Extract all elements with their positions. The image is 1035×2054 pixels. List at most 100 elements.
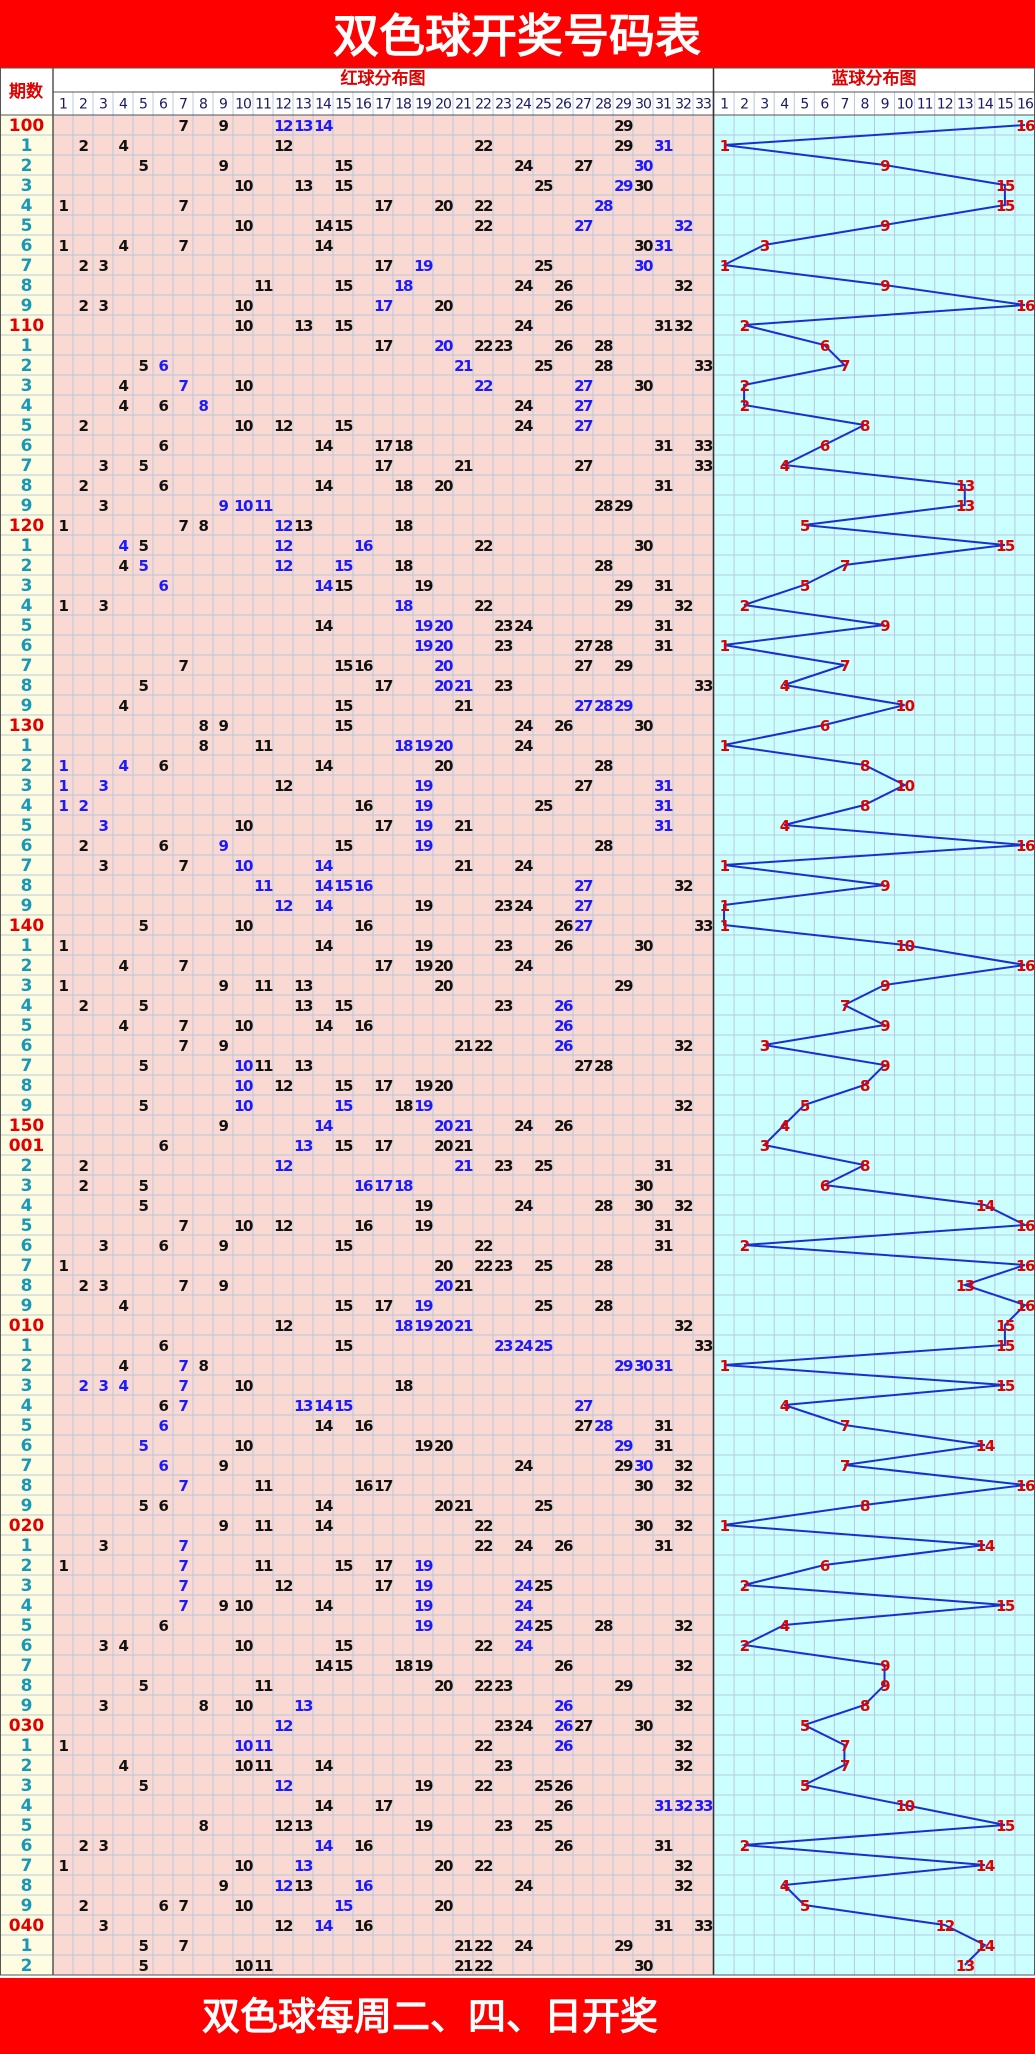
blue-number: 15 xyxy=(996,1377,1015,1395)
red-number: 32 xyxy=(674,1657,693,1675)
red-number: 6 xyxy=(159,837,169,855)
red-number: 24 xyxy=(514,277,533,295)
red-number: 7 xyxy=(179,1937,189,1955)
blue-number: 6 xyxy=(820,717,830,735)
blue-number: 16 xyxy=(1016,1297,1035,1315)
repeat-number: 19 xyxy=(414,1097,433,1115)
red-number: 22 xyxy=(474,1857,493,1875)
repeat-number: 27 xyxy=(574,417,593,435)
blue-number: 5 xyxy=(800,1777,810,1795)
repeat-number: 31 xyxy=(654,817,673,835)
period-label: 3 xyxy=(21,1176,33,1196)
repeat-number: 11 xyxy=(254,1737,273,1755)
red-number: 9 xyxy=(219,1517,229,1535)
red-number: 10 xyxy=(234,1017,253,1035)
blue-column-label: 8 xyxy=(861,97,869,113)
red-number: 14 xyxy=(314,437,333,455)
red-number: 29 xyxy=(614,1937,633,1955)
blue-number: 1 xyxy=(720,857,730,875)
period-label: 4 xyxy=(21,1796,33,1816)
repeat-number: 20 xyxy=(434,1117,453,1135)
red-number: 19 xyxy=(414,937,433,955)
red-number: 9 xyxy=(219,117,229,135)
red-column-label: 20 xyxy=(435,97,451,113)
red-number: 25 xyxy=(534,357,553,375)
period-label: 2 xyxy=(21,956,33,976)
period-label: 9 xyxy=(21,1496,33,1516)
blue-number: 7 xyxy=(840,1757,850,1775)
red-number: 15 xyxy=(334,317,353,335)
red-number: 8 xyxy=(199,1817,209,1835)
red-number: 32 xyxy=(674,277,693,295)
red-number: 26 xyxy=(554,917,573,935)
red-number: 22 xyxy=(474,1737,493,1755)
repeat-number: 13 xyxy=(294,1397,313,1415)
red-number: 10 xyxy=(234,1697,253,1715)
period-label: 9 xyxy=(21,1696,33,1716)
red-number: 10 xyxy=(234,917,253,935)
period-label: 7 xyxy=(21,1456,33,1476)
blue-number: 5 xyxy=(800,1897,810,1915)
red-number: 23 xyxy=(494,897,513,915)
red-number: 15 xyxy=(334,1637,353,1655)
red-number: 2 xyxy=(79,997,89,1015)
red-number: 4 xyxy=(119,957,129,975)
red-number: 18 xyxy=(394,1377,413,1395)
blue-number: 15 xyxy=(996,177,1015,195)
blue-number: 1 xyxy=(720,257,730,275)
blue-number: 1 xyxy=(720,737,730,755)
red-number: 23 xyxy=(494,337,513,355)
red-number: 30 xyxy=(634,377,653,395)
blue-number: 13 xyxy=(956,497,975,515)
red-number: 2 xyxy=(79,297,89,315)
repeat-number: 19 xyxy=(414,797,433,815)
blue-number: 2 xyxy=(740,377,750,395)
red-number: 24 xyxy=(514,1537,533,1555)
red-number: 27 xyxy=(574,657,593,675)
red-number: 24 xyxy=(514,957,533,975)
repeat-number: 26 xyxy=(554,1697,573,1715)
repeat-number: 28 xyxy=(594,697,613,715)
blue-number: 5 xyxy=(800,1717,810,1735)
blue-number: 10 xyxy=(896,777,915,795)
period-label: 7 xyxy=(21,1856,33,1876)
red-number: 31 xyxy=(654,1437,673,1455)
red-number: 15 xyxy=(334,177,353,195)
red-number: 2 xyxy=(79,137,89,155)
red-number: 17 xyxy=(374,1297,393,1315)
repeat-number: 32 xyxy=(674,217,693,235)
red-number: 10 xyxy=(234,177,253,195)
red-number: 13 xyxy=(294,317,313,335)
repeat-number: 26 xyxy=(554,1717,573,1735)
period-label: 1 xyxy=(21,536,33,556)
red-number: 6 xyxy=(159,1617,169,1635)
red-number: 32 xyxy=(674,1617,693,1635)
red-number: 3 xyxy=(99,1837,109,1855)
repeat-number: 19 xyxy=(414,617,433,635)
red-number: 11 xyxy=(254,977,273,995)
red-number: 14 xyxy=(314,1757,333,1775)
repeat-number: 1 xyxy=(59,757,69,775)
red-number: 7 xyxy=(179,197,189,215)
repeat-number: 27 xyxy=(574,377,593,395)
red-number: 30 xyxy=(634,1517,653,1535)
red-number: 25 xyxy=(534,1817,553,1835)
repeat-number: 31 xyxy=(654,1797,673,1815)
period-label: 1 xyxy=(21,1536,33,1556)
red-number: 15 xyxy=(334,277,353,295)
red-number: 22 xyxy=(474,1777,493,1795)
red-number: 4 xyxy=(119,697,129,715)
red-number: 3 xyxy=(99,1237,109,1255)
repeat-number: 14 xyxy=(314,897,333,915)
period-label: 8 xyxy=(21,1076,33,1096)
repeat-number: 16 xyxy=(354,1877,373,1895)
repeat-number: 28 xyxy=(594,197,613,215)
red-number: 10 xyxy=(234,1437,253,1455)
repeat-number: 7 xyxy=(179,1397,189,1415)
red-number: 25 xyxy=(534,257,553,275)
red-number: 21 xyxy=(454,1277,473,1295)
red-number: 28 xyxy=(594,837,613,855)
blue-number: 5 xyxy=(800,577,810,595)
red-number: 9 xyxy=(219,157,229,175)
repeat-number: 29 xyxy=(614,1437,633,1455)
